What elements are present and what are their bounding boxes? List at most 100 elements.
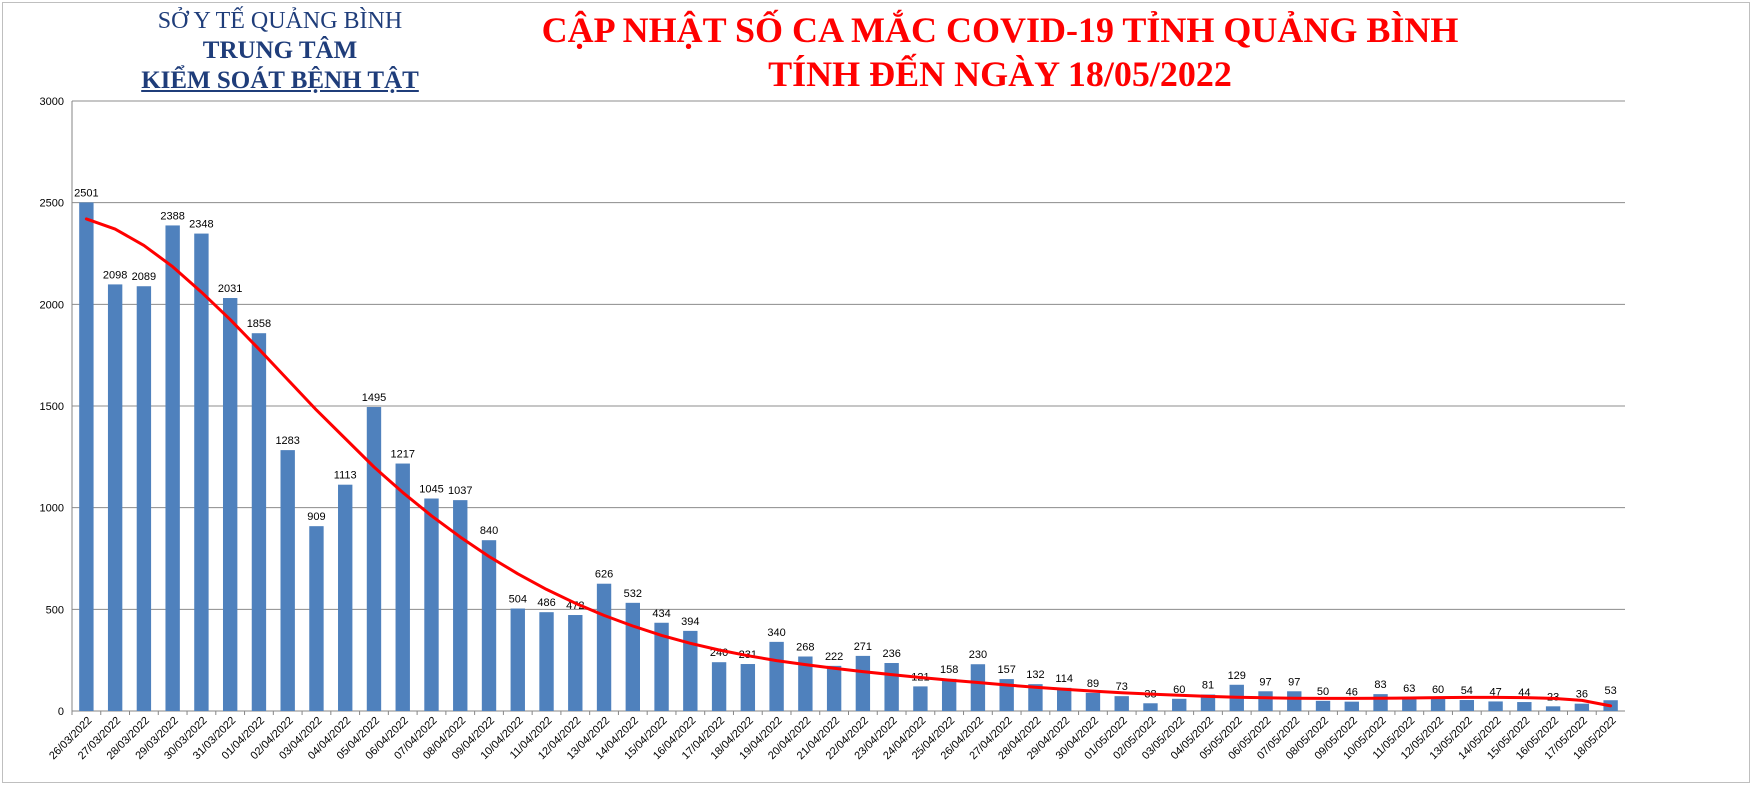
chart-title: CẬP NHẬT SỐ CA MẮC COVID-19 TỈNH QUẢNG B… [470, 8, 1530, 96]
data-label: 2031 [218, 283, 242, 295]
bar [1430, 698, 1446, 711]
data-label: 2098 [103, 269, 127, 281]
chart-title-line-1: CẬP NHẬT SỐ CA MẮC COVID-19 TỈNH QUẢNG B… [541, 10, 1459, 50]
data-label: 1283 [275, 435, 299, 447]
data-label: 2501 [74, 187, 98, 199]
bar [107, 284, 123, 711]
bar [309, 526, 324, 711]
bar [740, 664, 756, 711]
bar [1172, 698, 1187, 711]
data-label: 909 [307, 511, 325, 523]
bar [625, 602, 640, 711]
data-label: 157 [997, 664, 1015, 676]
bar [1200, 694, 1216, 711]
bar [769, 641, 784, 711]
data-label: 60 [1432, 684, 1444, 696]
data-label: 54 [1461, 685, 1473, 697]
bar [1258, 691, 1273, 711]
data-label: 2388 [160, 210, 184, 222]
bar [654, 622, 669, 711]
data-label: 230 [969, 649, 987, 661]
org-line-1: SỞ Y TẾ QUẢNG BÌNH [157, 8, 403, 34]
bar [941, 678, 957, 711]
bar [1315, 700, 1331, 711]
bar [970, 664, 986, 711]
bar [481, 540, 497, 711]
data-label: 46 [1346, 687, 1358, 699]
data-label: 83 [1374, 679, 1386, 691]
bar [165, 225, 180, 711]
bar [453, 500, 468, 711]
data-label: 2348 [189, 219, 213, 231]
bar [1459, 700, 1475, 711]
bar [711, 662, 727, 711]
bar [280, 450, 295, 711]
bar [826, 665, 842, 711]
bar [1517, 702, 1532, 711]
data-label: 97 [1259, 676, 1271, 688]
bar [222, 298, 238, 711]
bar [1574, 703, 1590, 711]
bar [999, 679, 1014, 711]
bar [596, 583, 612, 711]
data-label: 1858 [247, 318, 271, 330]
data-label: 73 [1116, 681, 1128, 693]
data-label: 271 [854, 641, 872, 653]
bar [1287, 691, 1302, 711]
data-label: 1495 [362, 392, 386, 404]
data-label: 44 [1518, 687, 1530, 699]
data-label: 504 [509, 594, 527, 606]
data-label: 129 [1228, 670, 1246, 682]
bar [855, 655, 871, 711]
y-tick-label: 2500 [40, 198, 64, 210]
bar [424, 498, 439, 711]
data-label: 340 [767, 627, 785, 639]
bar [79, 202, 94, 712]
trendline [84, 217, 1613, 708]
y-tick-label: 1000 [40, 503, 64, 515]
y-tick-label: 3000 [40, 96, 64, 108]
bar [251, 333, 267, 711]
y-tick-label: 2000 [40, 299, 64, 311]
data-label: 268 [796, 642, 814, 654]
data-label: 36 [1576, 689, 1588, 701]
data-label: 2089 [132, 271, 156, 283]
data-label: 97 [1288, 676, 1300, 688]
data-label: 486 [537, 597, 555, 609]
data-label: 53 [1604, 685, 1616, 697]
org-line-2: TRUNG TÂM [202, 37, 358, 64]
bar [1545, 706, 1561, 711]
y-tick-label: 1500 [40, 401, 64, 413]
data-label: 626 [595, 569, 613, 581]
data-label: 1217 [390, 449, 414, 461]
data-label: 132 [1026, 669, 1044, 681]
y-tick-label: 500 [46, 604, 64, 616]
data-label: 532 [624, 588, 642, 600]
organization-header: SỞ Y TẾ QUẢNG BÌNH TRUNG TÂM KIỂM SOÁT B… [100, 6, 460, 96]
bar [338, 484, 353, 711]
data-label: 1045 [419, 484, 443, 496]
data-label: 394 [681, 616, 699, 628]
data-label: 47 [1489, 686, 1501, 698]
bar [194, 233, 209, 711]
bar [884, 663, 899, 711]
data-label: 60 [1173, 684, 1185, 696]
bar [568, 615, 583, 711]
chart-title-line-2: TÍNH ĐẾN NGÀY 18/05/2022 [768, 54, 1232, 94]
bar [683, 630, 698, 711]
bar [510, 608, 525, 711]
data-label: 63 [1403, 683, 1415, 695]
data-label: 158 [940, 664, 958, 676]
data-label: 89 [1087, 678, 1099, 690]
bar [539, 612, 554, 711]
bar [136, 286, 152, 711]
bar [1344, 701, 1359, 711]
bar [913, 686, 928, 711]
data-label: 236 [882, 648, 900, 660]
data-label: 1113 [334, 470, 357, 482]
data-label: 114 [1055, 673, 1073, 685]
org-line-3: KIỂM SOÁT BỆNH TẬT [141, 67, 419, 94]
data-label: 472 [566, 600, 584, 612]
data-label: 81 [1202, 680, 1214, 692]
